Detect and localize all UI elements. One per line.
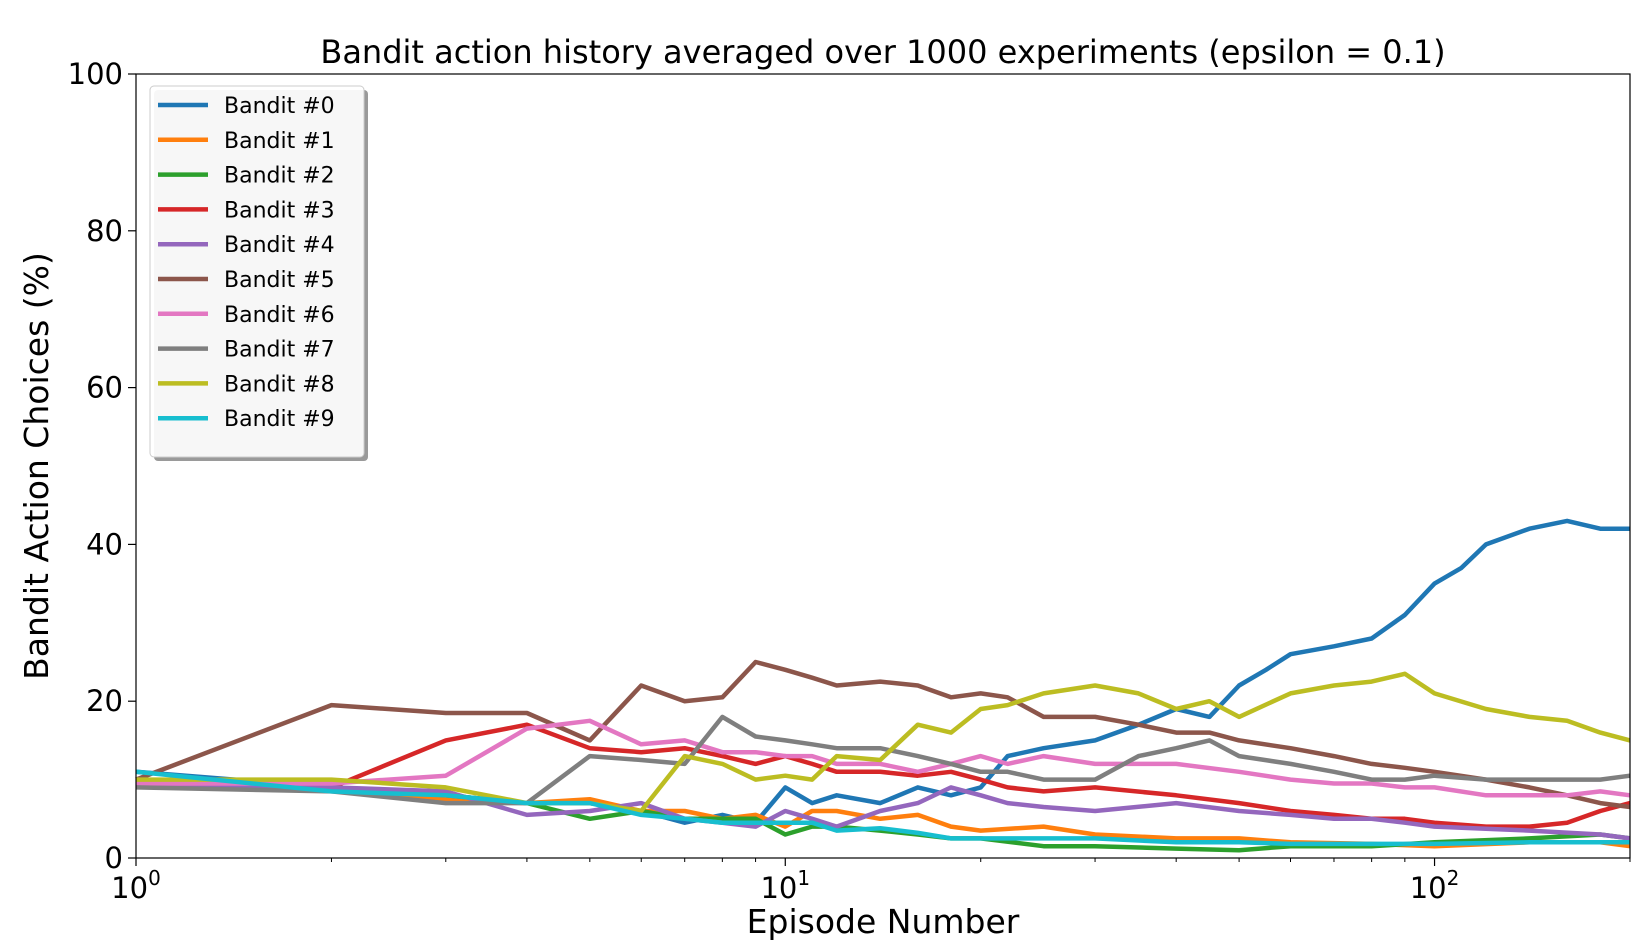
legend-label-bandit-3: Bandit #3 (224, 198, 335, 223)
legend-label-bandit-4: Bandit #4 (224, 233, 335, 258)
y-tick-label: 40 (86, 527, 123, 561)
x-tick-label: 100 (111, 866, 161, 905)
legend-label-bandit-6: Bandit #6 (224, 303, 335, 328)
legend-label-bandit-5: Bandit #5 (224, 268, 335, 293)
y-tick-label: 80 (86, 214, 123, 248)
legend-label-bandit-8: Bandit #8 (224, 372, 335, 397)
plot-area (136, 74, 1630, 858)
x-tick-label: 101 (760, 866, 810, 905)
series-line-bandit-4 (135, 781, 1631, 841)
y-tick-label: 60 (86, 371, 123, 405)
y-tick-label: 20 (86, 684, 123, 718)
series-line-bandit-6 (136, 718, 1631, 798)
series-line-bandit-3 (135, 722, 1631, 829)
x-axis: 100 101 102 (111, 858, 1631, 905)
x-tick-label: 102 (1410, 866, 1460, 905)
legend: Bandit #0 Bandit #1 Bandit #2 Bandit #3 Band… (149, 85, 368, 461)
y-tick-label: 100 (68, 57, 123, 91)
series-layer (135, 518, 1631, 853)
legend-label-bandit-9: Bandit #9 (224, 407, 335, 432)
y-axis: 0 20 40 60 80 100 (68, 57, 136, 875)
legend-box (149, 85, 365, 458)
series-line-bandit-8 (136, 671, 1631, 814)
chart-title: Bandit action history averaged over 1000… (320, 33, 1445, 71)
plot-frame (135, 73, 1631, 859)
series-line-bandit-7 (135, 714, 1631, 806)
legend-label-bandit-1: Bandit #1 (224, 129, 335, 154)
legend-label-bandit-0: Bandit #0 (224, 94, 335, 119)
legend-items: Bandit #0 Bandit #1 Bandit #2 Bandit #3 Band… (158, 94, 335, 432)
legend-label-bandit-7: Bandit #7 (224, 338, 335, 363)
y-axis-label: Bandit Action Choices (%) (17, 252, 56, 680)
series-line-bandit-5 (135, 659, 1631, 810)
legend-label-bandit-2: Bandit #2 (224, 164, 335, 189)
series-line-bandit-9 (135, 769, 1630, 847)
x-axis-label: Episode Number (747, 902, 1020, 941)
y-tick-label: 0 (105, 841, 123, 875)
